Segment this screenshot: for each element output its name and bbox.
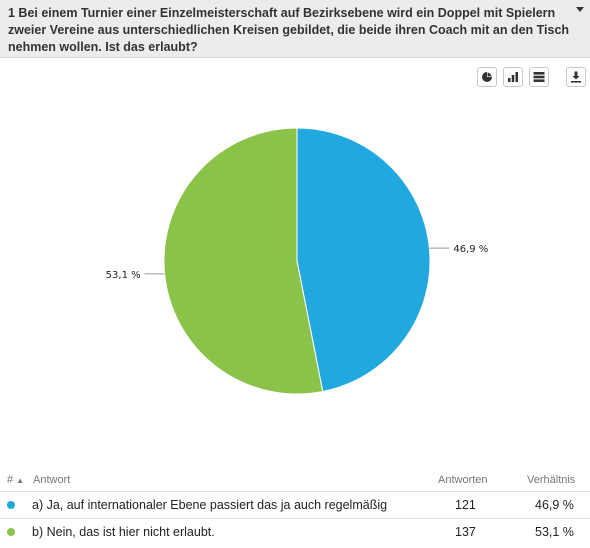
legend-dot bbox=[7, 528, 15, 536]
chart-toolbar bbox=[0, 67, 590, 91]
pie-slice-1[interactable] bbox=[163, 127, 324, 395]
question-header: 1 Bei einem Turnier einer Einzelmeisters… bbox=[0, 0, 590, 58]
pie-data-label: 46,9 % bbox=[453, 244, 488, 255]
pie-chart: 46,9 % 53,1 % bbox=[0, 95, 590, 465]
table-view-button[interactable] bbox=[529, 67, 549, 87]
answer-ratio: 46,9 % bbox=[535, 498, 574, 512]
download-button[interactable] bbox=[566, 67, 586, 87]
answer-label: a) Ja, auf internationaler Ebene passier… bbox=[32, 498, 388, 512]
chevron-down-icon[interactable] bbox=[576, 7, 584, 12]
column-header-count: Antworten bbox=[438, 474, 488, 486]
column-header-answer: Antwort bbox=[33, 474, 71, 486]
legend-dot bbox=[7, 501, 15, 509]
column-header-ratio: Verhältnis bbox=[527, 474, 576, 486]
answer-count: 121 bbox=[455, 498, 476, 512]
pie-chart-button[interactable] bbox=[477, 67, 497, 87]
answer-count: 137 bbox=[455, 525, 476, 539]
column-header-num[interactable]: # ▲ bbox=[7, 474, 25, 486]
question-title: 1 Bei einem Turnier einer Einzelmeisters… bbox=[8, 6, 570, 54]
download-icon bbox=[571, 71, 581, 83]
bar-chart-icon bbox=[508, 72, 518, 82]
answer-ratio: 53,1 % bbox=[535, 525, 574, 539]
table-icon bbox=[533, 72, 545, 82]
table-row: a) Ja, auf internationaler Ebene passier… bbox=[0, 491, 590, 518]
pie-chart-icon bbox=[482, 72, 492, 82]
table-row: b) Nein, das ist hier nicht erlaubt. 137… bbox=[0, 518, 590, 545]
pie-data-label: 53,1 % bbox=[106, 270, 141, 281]
answer-label: b) Nein, das ist hier nicht erlaubt. bbox=[32, 525, 215, 539]
pie-slice-0[interactable] bbox=[296, 127, 431, 393]
bar-chart-button[interactable] bbox=[503, 67, 523, 87]
pie-chart-svg: 46,9 % 53,1 % bbox=[106, 127, 488, 395]
